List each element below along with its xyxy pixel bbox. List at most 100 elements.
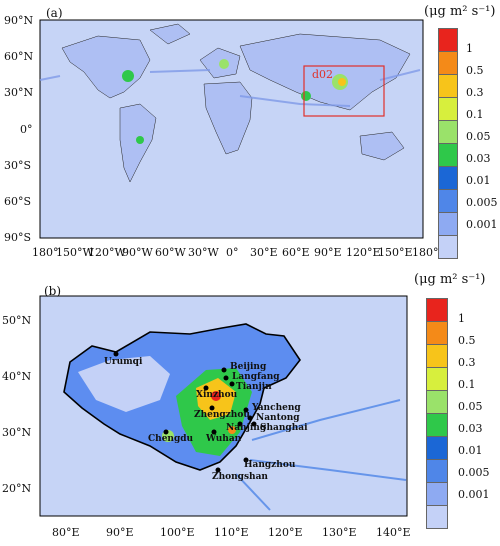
legend-swatch — [426, 437, 448, 460]
city-label-nanjing: Nanjing — [226, 423, 267, 433]
legend-swatch — [438, 75, 458, 98]
australia-shape — [359, 131, 405, 161]
greenland-shape — [149, 23, 191, 45]
lon-tick: 60°E — [282, 246, 310, 259]
legend-swatch — [438, 121, 458, 144]
lon-tick: 100°E — [160, 526, 195, 539]
north-america-shape — [61, 35, 151, 99]
lon-tick: 180° — [412, 246, 439, 259]
panel-a-shipping-lanes — [39, 69, 421, 107]
lon-tick: 60°W — [155, 246, 186, 259]
hotspot-china-core — [338, 78, 346, 86]
lat-tick: 30°N — [4, 86, 34, 99]
legend-level: 0.03 — [458, 422, 483, 435]
lat-tick: 60°S — [4, 195, 32, 208]
lon-tick: 90°E — [314, 246, 342, 259]
d02-domain-box — [303, 65, 385, 117]
legend-a-unit: (μg m² s⁻¹) — [424, 4, 496, 19]
legend-level: 0.3 — [458, 356, 476, 369]
hotspot-india — [301, 91, 311, 101]
lon-tick: 30°E — [250, 246, 278, 259]
lon-tick: 120°E — [268, 526, 303, 539]
hotspot-red-1 — [211, 391, 221, 401]
legend-swatch — [426, 460, 448, 483]
lon-tick: 80°E — [52, 526, 80, 539]
legend-swatch — [426, 322, 448, 345]
lon-tick: 150°E — [378, 246, 413, 259]
lat-tick: 90°N — [4, 14, 34, 27]
lon-tick: 110°E — [214, 526, 249, 539]
legend-level: 0.001 — [466, 218, 498, 231]
legend-level: 0.05 — [458, 400, 483, 413]
panel-b — [39, 295, 408, 517]
lon-tick: 180° — [32, 246, 59, 259]
legend-level: 0.1 — [458, 378, 476, 391]
asia-shape — [239, 33, 411, 111]
city-label-chengdu: Chengdu — [148, 434, 194, 444]
legend-level: 0.5 — [458, 334, 476, 347]
city-label-zhengzhou: Zhengzhou — [194, 410, 250, 420]
legend-level: 0.3 — [466, 86, 484, 99]
hotspot-brazil — [136, 136, 144, 144]
city-label-yancheng: Yancheng — [252, 403, 301, 413]
lon-tick: 30°W — [188, 246, 219, 259]
africa-shape — [203, 81, 253, 155]
lon-tick: 150°W — [56, 246, 94, 259]
city-label-beijing: Beijing — [230, 362, 267, 372]
city-label-langfang: Langfang — [232, 372, 280, 382]
city-label-urumqi: Urumqi — [104, 357, 143, 367]
legend-swatch — [438, 213, 458, 236]
panel-b-shipping-lanes — [235, 399, 407, 511]
legend-swatch — [438, 190, 458, 213]
lat-tick: 60°N — [4, 50, 34, 63]
hotspot-orange-1 — [228, 426, 236, 434]
legend-level: 0.5 — [466, 64, 484, 77]
hotspot-europe — [219, 59, 229, 69]
lon-tick: 90°W — [122, 246, 153, 259]
lat-tick: 30°S — [4, 159, 32, 172]
legend-swatch — [438, 98, 458, 121]
lon-tick: 90°E — [106, 526, 134, 539]
legend-swatch — [438, 28, 458, 52]
legend-level: 0.001 — [458, 488, 490, 501]
legend-swatch — [426, 414, 448, 437]
lat-tick: 0° — [20, 123, 33, 136]
legend-swatch — [438, 144, 458, 167]
city-label-xinzhou: Xinzhou — [196, 390, 238, 400]
lon-tick: 120°E — [346, 246, 381, 259]
legend-swatch — [426, 506, 448, 529]
panel-b-label: (b) — [44, 284, 62, 298]
city-label-shanghai: Shanghai — [260, 423, 308, 433]
city-label-hangzhou: Hangzhou — [244, 460, 296, 470]
lon-tick: 140°E — [376, 526, 411, 539]
legend-level: 1 — [458, 312, 465, 325]
legend-swatch — [426, 298, 448, 322]
legend-level: 0.01 — [466, 174, 491, 187]
city-markers — [113, 351, 257, 473]
legend-a-colorbar — [438, 28, 458, 259]
panel-a — [39, 19, 424, 239]
legend-level: 0.1 — [466, 108, 484, 121]
lon-tick: 0° — [226, 246, 239, 259]
legend-swatch — [438, 52, 458, 75]
legend-b-unit: (μg m² s⁻¹) — [414, 272, 486, 287]
legend-level: 0.005 — [466, 196, 498, 209]
legend-swatch — [426, 483, 448, 506]
legend-b-colorbar — [426, 298, 448, 529]
city-label-zhongshan: Zhongshan — [212, 472, 268, 482]
lat-tick: 20°N — [2, 482, 32, 495]
legend-swatch — [438, 236, 458, 259]
legend-level: 1 — [466, 42, 473, 55]
hotspot-north-america — [122, 70, 134, 82]
legend-swatch — [426, 345, 448, 368]
legend-swatch — [426, 368, 448, 391]
city-label-tianjin: Tianjin — [236, 382, 272, 392]
lat-tick: 40°N — [2, 370, 32, 383]
lon-tick: 120°W — [88, 246, 126, 259]
west-china-low-area — [78, 356, 170, 412]
lat-tick: 30°N — [2, 426, 32, 439]
legend-swatch — [426, 391, 448, 414]
lat-tick: 50°N — [2, 314, 32, 327]
legend-level: 0.01 — [458, 444, 483, 457]
